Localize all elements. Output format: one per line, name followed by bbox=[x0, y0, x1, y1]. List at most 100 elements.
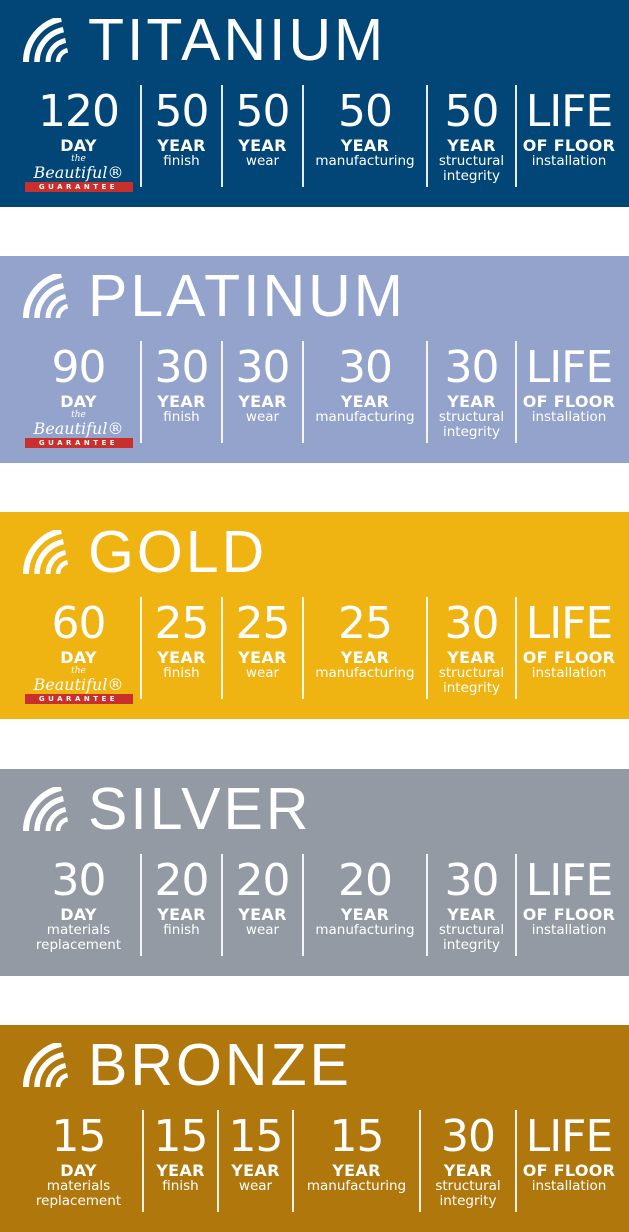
column-divider bbox=[221, 597, 223, 699]
badge-beautiful: Beautiful® bbox=[33, 675, 124, 694]
warranty-unit: YEAR bbox=[332, 1161, 381, 1180]
warranty-column: 90 DAY the Beautiful® GUARANTEE bbox=[16, 344, 141, 448]
column-divider bbox=[419, 1110, 421, 1212]
warranty-value: 30 bbox=[441, 1111, 496, 1162]
column-divider bbox=[217, 1110, 219, 1212]
column-divider bbox=[426, 597, 428, 699]
warranty-column: 30 YEAR structural integrity bbox=[427, 600, 516, 695]
warranty-unit: YEAR bbox=[157, 648, 206, 667]
warranty-unit: OF FLOOR bbox=[522, 905, 616, 924]
beautiful-guarantee-logo: the Beautiful® GUARANTEE bbox=[23, 666, 135, 704]
warranty-unit: DAY bbox=[60, 905, 97, 924]
column-divider bbox=[302, 85, 304, 187]
warranty-unit: DAY bbox=[60, 1161, 97, 1180]
warranty-value: 20 bbox=[338, 855, 393, 906]
warranty-value: 15 bbox=[228, 1111, 284, 1162]
warranty-column: 30 YEAR structural integrity bbox=[420, 1113, 516, 1208]
warranty-value: 25 bbox=[338, 598, 393, 649]
column-divider bbox=[426, 85, 428, 187]
warranty-description: installation bbox=[531, 153, 607, 169]
warranty-column: 120 DAY the Beautiful® GUARANTEE bbox=[16, 88, 141, 192]
warranty-value: LIFE bbox=[525, 598, 614, 649]
warranty-unit: YEAR bbox=[238, 136, 287, 155]
tier-panel-bronze: BRONZE 15 DAY materials replacement 15 YEAR fin… bbox=[0, 1025, 629, 1232]
tier-title: GOLD bbox=[88, 519, 268, 585]
warranty-value: 30 bbox=[338, 342, 393, 393]
warranty-column: 20 YEAR wear bbox=[222, 857, 303, 938]
warranty-value: 25 bbox=[154, 598, 210, 649]
warranty-unit: YEAR bbox=[340, 648, 390, 667]
warranty-description: structural bbox=[438, 153, 505, 169]
warranty-column: 30 YEAR manufacturing bbox=[303, 344, 427, 425]
arcs-logo-icon bbox=[23, 787, 69, 832]
warranty-column: 30 YEAR finish bbox=[141, 344, 222, 425]
warranty-column: LIFE OF FLOOR installation bbox=[516, 1113, 622, 1194]
warranty-value: LIFE bbox=[525, 86, 614, 137]
warranty-value: 20 bbox=[235, 855, 291, 906]
tier-title: SILVER bbox=[88, 776, 312, 842]
warranty-unit: OF FLOOR bbox=[522, 136, 616, 155]
warranty-unit: YEAR bbox=[157, 905, 206, 924]
warranty-value: 50 bbox=[444, 86, 500, 137]
arcs-logo-icon bbox=[23, 274, 69, 319]
beautiful-guarantee-logo: the Beautiful® GUARANTEE bbox=[23, 154, 135, 192]
column-divider bbox=[140, 85, 142, 187]
warranty-unit: YEAR bbox=[157, 136, 206, 155]
tier-title: TITANIUM bbox=[88, 7, 387, 73]
warranty-description: integrity bbox=[442, 679, 501, 696]
badge-the: the bbox=[71, 154, 86, 164]
warranty-unit: OF FLOOR bbox=[522, 1161, 616, 1180]
warranty-description: materials bbox=[46, 922, 111, 938]
warranty-column: 25 YEAR finish bbox=[141, 600, 222, 681]
warranty-column: 15 YEAR wear bbox=[218, 1113, 293, 1194]
warranty-value: 50 bbox=[154, 86, 210, 137]
warranty-description: finish bbox=[163, 922, 200, 938]
warranty-column: 30 YEAR structural integrity bbox=[427, 344, 516, 439]
column-divider bbox=[221, 854, 223, 956]
badge-beautiful: Beautiful® bbox=[33, 419, 124, 438]
warranty-column: 50 YEAR structural integrity bbox=[427, 88, 516, 183]
warranty-description: manufacturing bbox=[306, 1178, 407, 1194]
warranty-value: 15 bbox=[329, 1111, 385, 1162]
warranty-unit: YEAR bbox=[447, 905, 496, 924]
badge-the: the bbox=[71, 410, 86, 420]
warranty-unit: YEAR bbox=[156, 1161, 205, 1180]
warranty-description: structural bbox=[438, 922, 505, 938]
warranty-value: 30 bbox=[51, 855, 107, 906]
warranty-description: manufacturing bbox=[315, 409, 415, 425]
warranty-description: structural bbox=[438, 409, 505, 425]
warranty-description: installation bbox=[531, 665, 607, 681]
warranty-value: 30 bbox=[444, 598, 500, 649]
column-divider bbox=[515, 597, 517, 699]
warranty-column: 30 DAY materials replacement bbox=[16, 857, 141, 952]
badge-beautiful: Beautiful® bbox=[33, 163, 124, 182]
column-divider bbox=[140, 597, 142, 699]
badge-guarantee: GUARANTEE bbox=[24, 694, 133, 704]
warranty-value: 25 bbox=[235, 598, 291, 649]
warranty-unit: DAY bbox=[60, 136, 97, 155]
warranty-unit: DAY bbox=[60, 392, 97, 411]
warranty-description: integrity bbox=[442, 167, 501, 184]
warranty-column: 50 YEAR finish bbox=[141, 88, 222, 169]
warranty-description: materials bbox=[46, 1178, 111, 1194]
warranty-value: 50 bbox=[338, 86, 393, 137]
warranty-description: replacement bbox=[35, 936, 122, 953]
column-divider bbox=[515, 854, 517, 956]
warranty-description: manufacturing bbox=[315, 665, 415, 681]
warranty-description: installation bbox=[531, 1178, 607, 1194]
warranty-description: wear bbox=[245, 153, 280, 169]
warranty-description: installation bbox=[531, 922, 607, 938]
warranty-value: 30 bbox=[154, 342, 210, 393]
warranty-value: 30 bbox=[444, 855, 500, 906]
warranty-description: wear bbox=[238, 1178, 273, 1194]
warranty-column: 50 YEAR manufacturing bbox=[303, 88, 427, 169]
warranty-column: LIFE OF FLOOR installation bbox=[516, 344, 622, 425]
warranty-unit: YEAR bbox=[238, 905, 287, 924]
warranty-description: installation bbox=[531, 409, 607, 425]
arcs-logo-icon bbox=[23, 18, 69, 63]
column-divider bbox=[140, 341, 142, 443]
warranty-description: finish bbox=[162, 1178, 199, 1194]
warranty-value: 120 bbox=[38, 86, 120, 137]
column-divider bbox=[292, 1110, 294, 1212]
warranty-unit: YEAR bbox=[238, 648, 287, 667]
